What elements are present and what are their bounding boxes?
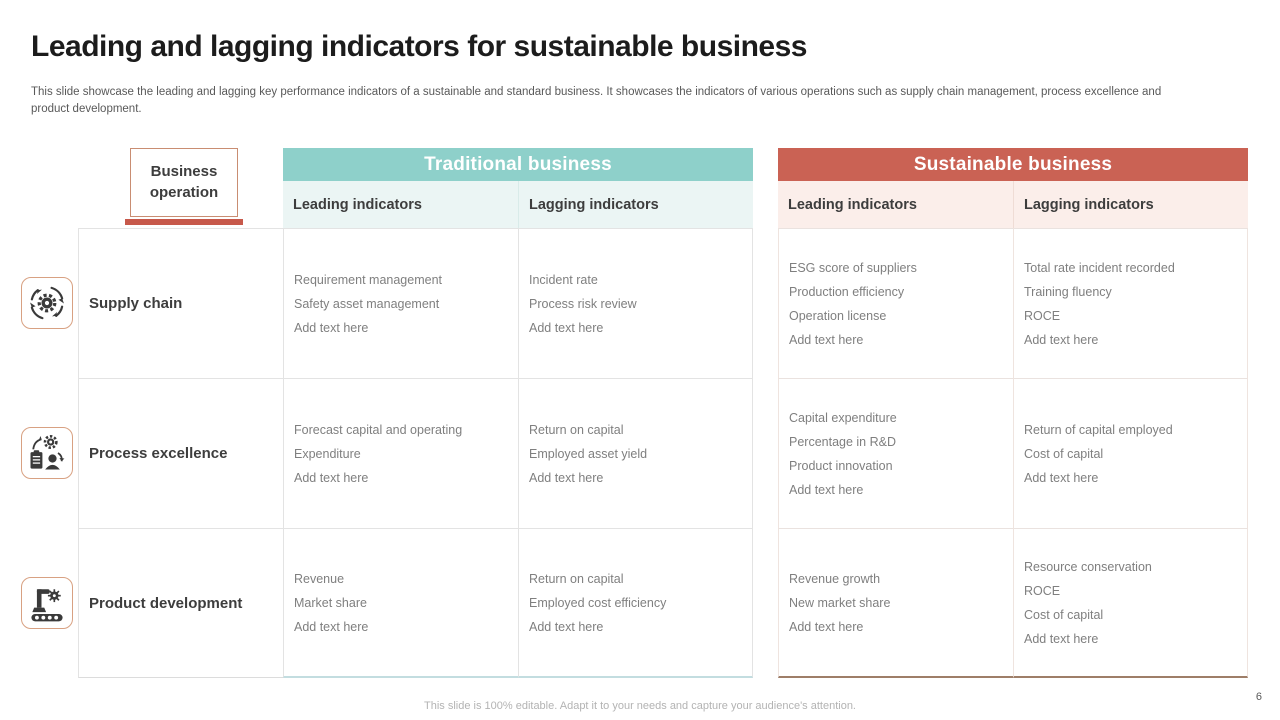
indicator-line: Employed cost efficiency (529, 595, 667, 610)
business-operation-header: Business operation (130, 148, 238, 217)
slide-footer-note: This slide is 100% editable. Adapt it to… (424, 700, 856, 712)
indicator-line: Product innovation (789, 458, 893, 473)
indicator-line: Add text here (529, 619, 604, 634)
row-label-product-development: Product development (78, 528, 283, 678)
indicator-line: Revenue growth (789, 571, 881, 586)
cell-supply-chain-sustainable-lagging: Total rate incident recorded Training flu… (1013, 228, 1248, 378)
indicator-line: Expenditure (294, 446, 361, 461)
product-development-icon-box (21, 577, 73, 629)
row-label-supply-chain: Supply chain (78, 228, 283, 378)
indicator-line: Add text here (1024, 332, 1099, 347)
indicator-line: ROCE (1024, 583, 1061, 598)
business-operation-label: Business operation (149, 163, 219, 201)
indicator-line: Requirement management (294, 272, 442, 287)
indicator-line: Add text here (294, 619, 369, 634)
gear-clipboard-person-icon (30, 435, 65, 470)
traditional-leading-indicators-header: Leading indicators (283, 181, 518, 228)
indicator-line: Add text here (529, 470, 604, 485)
row-label-process-excellence: Process excellence (78, 378, 283, 528)
indicator-line: Incident rate (529, 272, 598, 287)
cell-product-development-sustainable-lagging: Resource conservation ROCE Cost of capital… (1013, 528, 1248, 678)
cell-supply-chain-sustainable-leading: ESG score of suppliers Production efficie… (778, 228, 1013, 378)
indicator-line: Employed asset yield (529, 446, 648, 461)
indicator-line: Total rate incident recorded (1024, 260, 1175, 275)
indicator-line: Add text here (1024, 470, 1099, 485)
traditional-business-header: Traditional business (283, 148, 753, 181)
robotic-arm-conveyor-icon (31, 589, 63, 622)
indicator-line: Forecast capital and operating (294, 422, 463, 437)
sustainable-business-header: Sustainable business (778, 148, 1248, 181)
supply-chain-icon-box (21, 277, 73, 329)
indicator-line: Cost of capital (1024, 607, 1104, 622)
indicator-line: Resource conservation (1024, 559, 1152, 574)
indicator-line: Return on capital (529, 422, 624, 437)
indicator-line: Training fluency (1024, 284, 1112, 299)
indicator-line: Add text here (789, 482, 864, 497)
sustainable-lagging-indicators-header: Lagging indicators (1013, 181, 1248, 228)
indicator-line: Capital expenditure (789, 410, 897, 425)
cell-process-excellence-sustainable-lagging: Return of capital employed Cost of capita… (1013, 378, 1248, 528)
traditional-lagging-indicators-header: Lagging indicators (518, 181, 753, 228)
slide-description: This slide showcase the leading and lagg… (31, 86, 1162, 115)
indicator-line: Add text here (789, 619, 864, 634)
indicator-line: Market share (294, 595, 367, 610)
indicator-line: Add text here (789, 332, 864, 347)
indicator-line: New market share (789, 595, 891, 610)
cell-product-development-sustainable-leading: Revenue growth New market share Add text h… (778, 528, 1013, 678)
cell-product-development-traditional-leading: Revenue Market share Add text here (283, 528, 518, 678)
indicator-line: Process risk review (529, 296, 637, 311)
page-title: Leading and lagging indicators for susta… (31, 30, 807, 63)
indicator-line: Add text here (1024, 631, 1099, 646)
cycle-gear-icon (30, 286, 64, 320)
indicator-line: Return of capital employed (1024, 422, 1173, 437)
indicator-line: Safety asset management (294, 296, 440, 311)
indicator-line: Operation license (789, 308, 887, 323)
indicator-line: Add text here (294, 320, 369, 335)
cell-process-excellence-sustainable-leading: Capital expenditure Percentage in R&D Prod… (778, 378, 1013, 528)
indicator-line: Add text here (294, 470, 369, 485)
indicator-line: Cost of capital (1024, 446, 1104, 461)
cell-product-development-traditional-lagging: Return on capital Employed cost efficienc… (518, 528, 753, 678)
sustainable-leading-indicators-header: Leading indicators (778, 181, 1013, 228)
page-number: 6 (1255, 691, 1262, 703)
indicator-line: Revenue (294, 571, 345, 586)
indicator-line: Add text here (529, 320, 604, 335)
indicator-line: Return on capital (529, 571, 624, 586)
indicator-line: Percentage in R&D (789, 434, 897, 449)
business-operation-underline (125, 219, 243, 225)
cell-process-excellence-traditional-lagging: Return on capital Employed asset yield Add… (518, 378, 753, 528)
indicator-line: ROCE (1024, 308, 1061, 323)
indicator-line: ESG score of suppliers (789, 260, 917, 275)
cell-supply-chain-traditional-leading: Requirement management Safety asset manag… (283, 228, 518, 378)
cell-process-excellence-traditional-leading: Forecast capital and operating Expenditur… (283, 378, 518, 528)
process-excellence-icon-box (21, 427, 73, 479)
cell-supply-chain-traditional-lagging: Incident rate Process risk review Add text… (518, 228, 753, 378)
indicator-line: Production efficiency (789, 284, 905, 299)
